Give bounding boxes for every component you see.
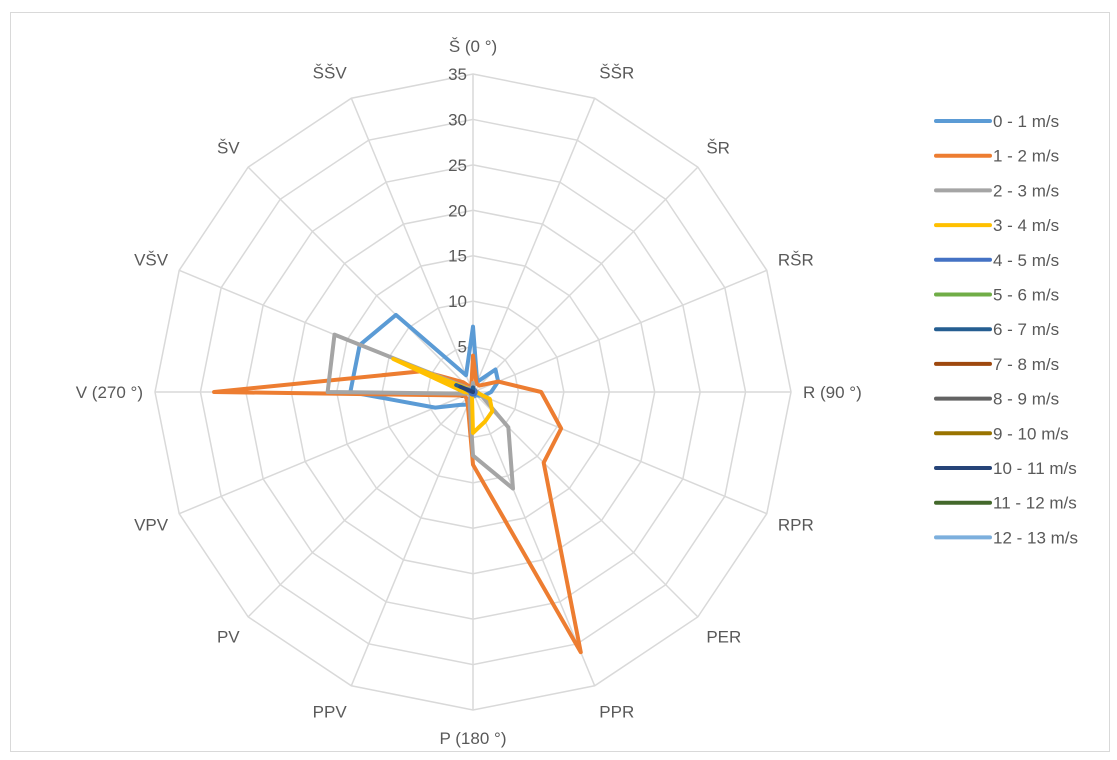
tick-label: 15 [448,247,467,266]
spoke [472,391,596,687]
spoke [472,269,768,393]
category-label: R (90 °) [803,383,862,402]
legend-entry: 6 - 7 m/s [993,320,1059,339]
series-line-10 [458,384,475,394]
category-label: VPV [134,515,169,534]
legend-entry: 10 - 11 m/s [993,459,1077,478]
tick-label: 10 [448,292,467,311]
spoke [472,97,596,393]
series-lines [212,312,583,655]
category-labels: Š (0 °) ŠŠR ŠR RŠR R (90 °) RPR PER PPR P (180 °… [76,37,862,748]
category-label: PV [217,628,240,647]
category-label: RPR [778,515,814,534]
tick-label: 25 [448,156,467,175]
spoke [350,391,474,687]
category-label: PPV [313,703,348,722]
tick-label: 30 [448,110,467,129]
category-label: VŠV [134,251,169,270]
legend-entry: 8 - 9 m/s [993,390,1059,409]
legend-entry: 0 - 1 m/s [993,112,1059,131]
legend: 0 - 1 m/s 1 - 2 m/s 2 - 3 m/s 3 - 4 m/s 4 - … [934,112,1078,547]
legend-entry: 3 - 4 m/s [993,216,1059,235]
tick-label: 35 [448,65,467,84]
spoke [472,391,768,515]
category-label: PPR [599,703,634,722]
category-label: ŠV [217,138,240,157]
category-label: ŠŠV [313,63,348,82]
legend-entry: 7 - 8 m/s [993,355,1059,374]
legend-entry: 5 - 6 m/s [993,286,1059,305]
category-label: PER [706,628,741,647]
legend-entry: 9 - 10 m/s [993,424,1069,443]
spoke [472,166,699,393]
spoke [247,391,474,618]
tick-label: 5 [458,338,467,357]
category-label: P (180 °) [440,729,507,748]
legend-entry: 11 - 12 m/s [993,494,1077,513]
legend-entry: 2 - 3 m/s [993,181,1059,200]
spoke [350,97,474,393]
chart-area [10,12,1110,752]
legend-entry: 4 - 5 m/s [993,251,1059,270]
spoke [178,391,474,515]
category-label: ŠŠR [599,63,634,82]
spoke [247,166,474,393]
category-label: RŠR [778,251,814,270]
legend-entry: 12 - 13 m/s [993,528,1078,547]
category-label: Š (0 °) [449,37,497,56]
category-label: ŠR [706,138,730,157]
tick-label: 20 [448,201,467,220]
category-label: V (270 °) [76,383,143,402]
legend-entry: 1 - 2 m/s [993,147,1059,166]
